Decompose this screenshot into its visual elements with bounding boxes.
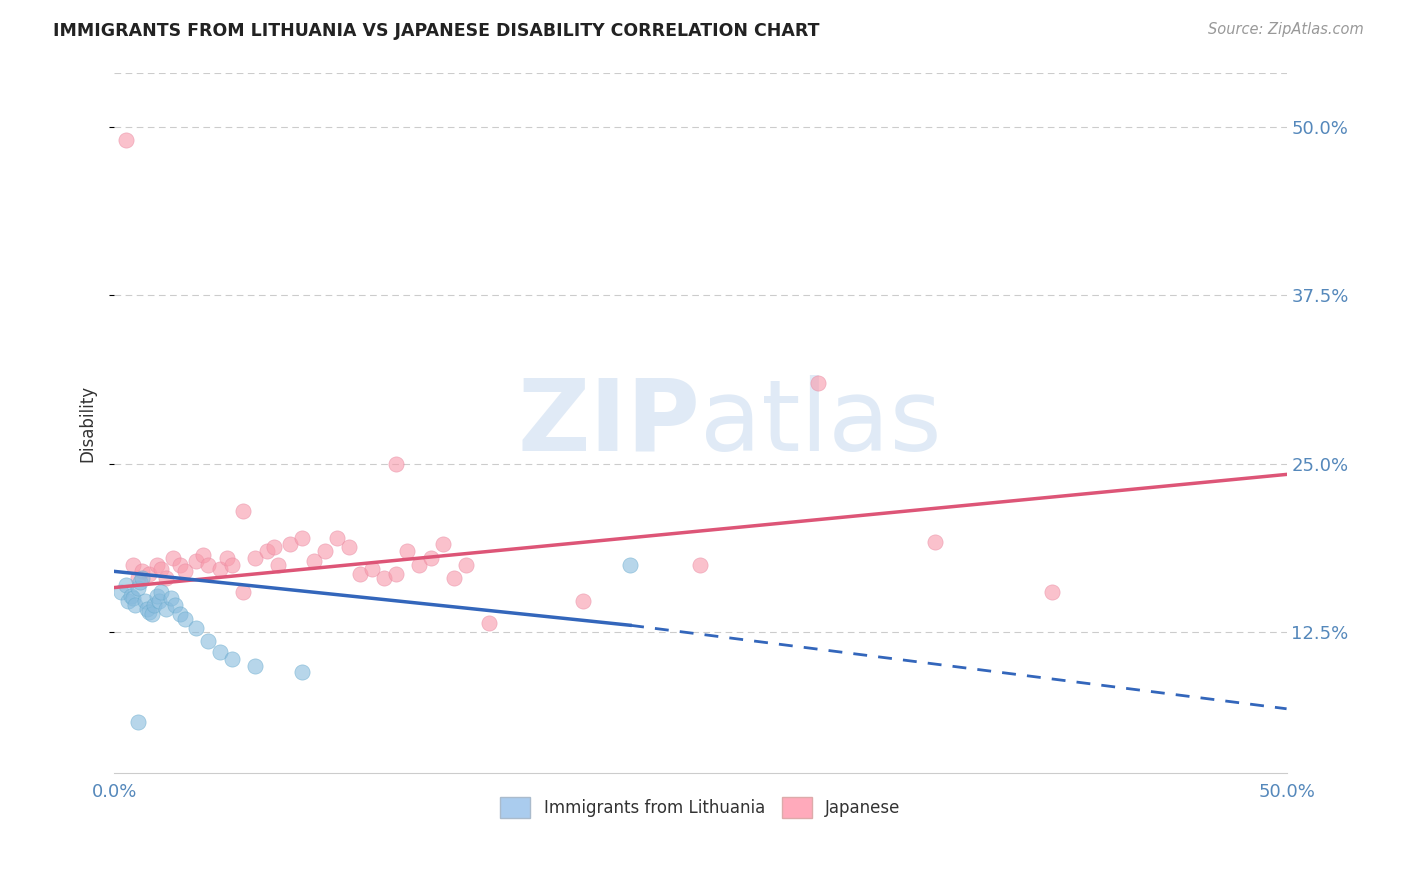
Point [127, 581, 149, 595]
Point [155, 602, 177, 616]
Point [408, 558, 430, 572]
Point [924, 534, 946, 549]
Point [131, 571, 153, 585]
Point [155, 571, 177, 585]
Point [243, 658, 266, 673]
Point [291, 665, 314, 680]
Point [256, 544, 278, 558]
Point [215, 550, 238, 565]
Point [138, 567, 160, 582]
Point [337, 540, 360, 554]
Point [138, 605, 160, 619]
Point [145, 589, 167, 603]
Point [115, 578, 138, 592]
Point [807, 376, 830, 390]
Point [443, 571, 465, 585]
Point [110, 584, 132, 599]
Point [186, 621, 208, 635]
Point [115, 133, 138, 147]
Point [314, 544, 336, 558]
Point [197, 634, 219, 648]
Point [243, 550, 266, 565]
Point [478, 615, 501, 630]
Point [1040, 584, 1063, 599]
Point [326, 531, 349, 545]
Point [232, 584, 254, 599]
Point [232, 504, 254, 518]
Point [572, 594, 595, 608]
Point [162, 550, 184, 565]
Point [136, 602, 159, 616]
Point [384, 567, 406, 582]
Point [150, 584, 173, 599]
Point [349, 567, 371, 582]
Point [145, 558, 167, 572]
Point [197, 558, 219, 572]
Point [267, 558, 290, 572]
Point [141, 607, 163, 622]
Point [193, 548, 215, 562]
Point [124, 598, 146, 612]
Point [122, 558, 145, 572]
Point [127, 571, 149, 585]
Point [150, 562, 173, 576]
Point [173, 565, 195, 579]
Point [148, 594, 170, 608]
Point [454, 558, 477, 572]
Point [291, 531, 314, 545]
Point [419, 550, 441, 565]
Point [263, 540, 285, 554]
Point [619, 558, 641, 572]
Point [361, 562, 384, 576]
Point [208, 645, 231, 659]
Point [221, 558, 243, 572]
Legend: Immigrants from Lithuania, Japanese: Immigrants from Lithuania, Japanese [494, 790, 907, 824]
Point [117, 594, 139, 608]
Point [120, 589, 142, 603]
Point [173, 611, 195, 625]
Point [165, 598, 187, 612]
Point [373, 571, 395, 585]
Point [278, 537, 301, 551]
Point [396, 544, 419, 558]
Point [186, 553, 208, 567]
Point [689, 558, 711, 572]
Point [131, 565, 153, 579]
Text: atlas: atlas [700, 375, 942, 472]
Point [221, 652, 243, 666]
Text: Source: ZipAtlas.com: Source: ZipAtlas.com [1208, 22, 1364, 37]
Point [159, 591, 181, 606]
Text: IMMIGRANTS FROM LITHUANIA VS JAPANESE DISABILITY CORRELATION CHART: IMMIGRANTS FROM LITHUANIA VS JAPANESE DI… [53, 22, 820, 40]
Y-axis label: Disability: Disability [79, 384, 96, 462]
Point [129, 575, 152, 590]
Point [134, 594, 156, 608]
Text: ZIP: ZIP [517, 375, 700, 472]
Point [169, 607, 191, 622]
Point [143, 598, 166, 612]
Point [127, 715, 149, 730]
Point [384, 457, 406, 471]
Point [169, 558, 191, 572]
Point [208, 562, 231, 576]
Point [302, 553, 325, 567]
Point [432, 537, 454, 551]
Point [122, 591, 145, 606]
